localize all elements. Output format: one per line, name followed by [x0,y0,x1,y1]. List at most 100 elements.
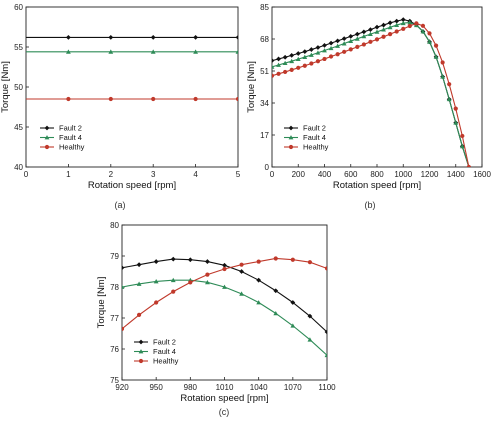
data-point [282,60,288,66]
data-point [446,96,452,102]
data-point [341,41,347,46]
data-point [289,52,295,58]
x-tick-label: 5 [236,170,241,179]
data-point [136,262,142,268]
data-point [308,52,314,57]
data-point [381,27,386,32]
series-group-2 [122,256,327,358]
data-point [374,24,380,30]
data-point [205,272,210,277]
data-point [222,262,227,268]
x-tick-label: 1600 [473,170,491,179]
data-point [420,29,426,34]
data-point [361,33,367,39]
data-point [368,39,373,44]
data-point [315,45,321,50]
legend-marker [44,144,50,150]
x-axis-label: Rotation speed [rpm] [333,180,421,191]
y-tick-label: 85 [260,3,269,12]
data-point [322,43,327,48]
data-point [335,43,341,48]
data-point [368,27,373,32]
y-tick-label: 80 [110,221,119,230]
data-point [108,96,113,102]
data-point [239,291,244,296]
data-point [295,51,301,56]
data-point [361,29,367,35]
chart-2: 920 950 980 1010 1040 1070 1100 75 76 77 78 79 80 Rot… [96,221,336,417]
x-tick-label: 0 [24,170,29,179]
plot-frame-0 [25,6,239,168]
data-point [447,82,452,87]
legend-marker [138,349,144,354]
data-point [308,47,314,52]
data-point [296,65,301,70]
data-point [459,143,465,149]
data-point [108,49,114,54]
data-point [335,52,340,57]
data-point [335,38,341,44]
data-point [328,54,334,59]
data-point [433,43,439,48]
data-point [295,56,301,62]
data-point [154,300,159,305]
data-point [150,49,156,54]
legend-label: Healthy [153,357,179,366]
data-point [440,60,445,65]
y-axis-label: Torque [Nm] [96,277,107,329]
legend-label: Healthy [59,143,85,152]
series-line-healthy [272,22,470,167]
data-point [276,56,281,62]
data-point [302,63,307,68]
data-point [222,266,227,272]
data-point [273,310,279,316]
data-point [322,48,327,53]
series-group-0 [26,35,238,102]
data-point [66,49,71,54]
data-point [222,284,227,289]
data-point [309,61,314,66]
y-tick-label: 68 [260,35,269,44]
data-point [322,56,327,62]
data-point [150,35,156,40]
data-point [394,22,400,27]
legend-label: Healthy [303,143,329,152]
data-point [466,164,471,167]
data-point [328,40,334,46]
x-tick-label: 1040 [250,383,268,392]
panel-caption: (b) [365,200,376,210]
legend-marker [44,135,50,140]
data-point [307,260,313,265]
x-tick-label: 2 [109,170,114,179]
data-point [440,74,446,79]
y-tick-label: 45 [14,123,23,132]
x-tick-label: 920 [115,383,129,392]
data-point [361,42,366,47]
data-point [307,313,313,319]
series-line-fault-4 [272,21,470,167]
data-point [355,44,360,50]
data-point [354,31,360,37]
data-point [315,59,321,64]
y-tick-label: 51 [260,67,269,76]
data-point [400,20,406,26]
data-point [381,22,386,28]
data-point [374,37,380,42]
data-point [272,58,275,64]
data-point [193,35,198,40]
x-tick-label: 1200 [421,170,439,179]
data-point [388,32,393,37]
data-point [153,279,159,284]
data-point [307,337,313,342]
data-point [205,259,210,264]
x-tick-label: 200 [292,170,306,179]
y-tick-label: 17 [260,131,269,140]
x-tick-label: 1 [66,170,71,179]
legend-label: Fault 4 [303,133,326,142]
data-point [66,35,71,40]
data-point [427,31,432,36]
panel-caption: (c) [219,407,230,417]
data-point [348,38,354,43]
data-point [136,312,142,317]
